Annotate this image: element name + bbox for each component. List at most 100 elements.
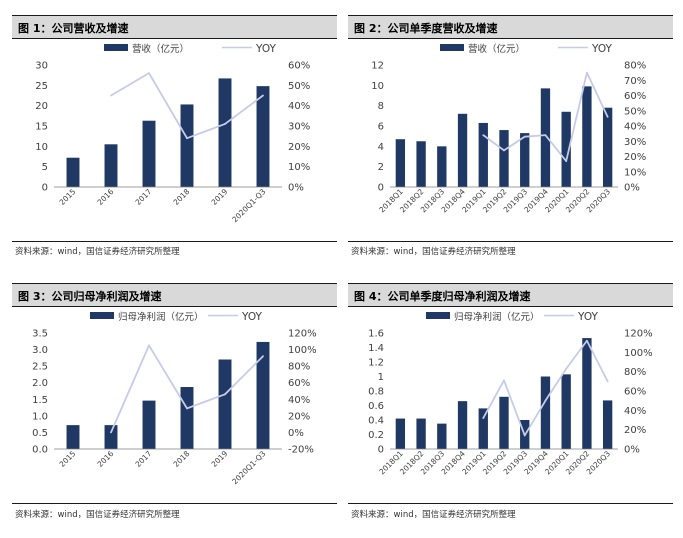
y-right-tick-label: 60% — [288, 61, 310, 72]
y-left-tick-label: 10 — [35, 142, 48, 153]
legend-bar-label: 营收（亿元） — [132, 43, 189, 55]
yoy-point — [586, 71, 588, 74]
legend-bar-label: 归母净利润（亿元） — [118, 311, 204, 323]
x-tick-label: 2017 — [134, 187, 154, 207]
y-right-tick-label: 60% — [624, 387, 646, 398]
y-right-tick-label: 40% — [624, 406, 646, 417]
bar — [582, 86, 592, 187]
y-right-tick-label: 80% — [624, 367, 646, 378]
bar — [180, 104, 194, 187]
y-left-tick-label: 0.5 — [32, 428, 48, 439]
source-note: 资料来源：wind，国信证券经济研究所整理 — [351, 510, 516, 520]
legend-line-label: YOY — [241, 311, 263, 323]
legend-bar-label: 营收（亿元） — [468, 43, 525, 55]
source-divider — [348, 241, 673, 242]
source-divider — [12, 503, 337, 504]
y-right-tick-label: 100% — [624, 348, 653, 359]
bar — [499, 130, 509, 187]
x-tick-label: 2015 — [58, 449, 78, 469]
chart-title-bar: 图 3：公司归母净利润及增速 — [12, 283, 337, 307]
y-right-tick-label: 60% — [624, 91, 646, 102]
y-right-tick-label: 0% — [624, 445, 640, 456]
yoy-point — [586, 339, 588, 342]
y-left-tick-label: 12 — [371, 61, 384, 72]
legend: 营收（亿元） YOY — [440, 43, 613, 55]
y-right-tick-label: 40% — [288, 101, 310, 112]
yoy-point — [544, 134, 547, 137]
y-right-tick-label: 10% — [624, 167, 646, 178]
chart-title-bar: 图 4：公司单季度归母净利润及增速 — [348, 283, 673, 307]
yoy-point — [148, 72, 150, 75]
y-right-tick-label: 70% — [624, 76, 646, 87]
bar — [457, 401, 468, 449]
source-divider — [348, 503, 673, 504]
x-tick-label: 2017 — [134, 449, 154, 469]
legend-line-label: YOY — [591, 43, 613, 55]
y-right-tick-label: 60% — [288, 378, 310, 389]
yoy-point — [110, 431, 112, 434]
bar — [499, 396, 509, 449]
bar — [437, 423, 447, 449]
y-left-tick-label: 1.5 — [32, 395, 48, 406]
y-left-tick-label: 0.0 — [32, 445, 48, 456]
y-right-tick-label: 20% — [288, 411, 310, 422]
bar — [437, 146, 447, 187]
chart-3: 归母净利润（亿元） YOY 0.0 0.5 1.0 1.5 2.0 2.5 3.0 3.5 -20%… — [32, 311, 317, 486]
legend-bar-swatch — [104, 44, 128, 51]
y-right-tick-label: 20% — [624, 425, 646, 436]
y-right-tick-label: 50% — [624, 106, 646, 117]
y-right-tick-label: 120% — [624, 329, 653, 340]
bar — [478, 122, 488, 187]
yoy-point — [565, 160, 568, 162]
bar — [478, 408, 488, 449]
yoy-point — [606, 115, 609, 118]
yoy-point — [186, 407, 188, 410]
y-left-tick-label: 0.2 — [368, 430, 384, 441]
y-left-tick-label: 3.5 — [32, 329, 48, 340]
y-right-tick-label: 80% — [624, 61, 646, 72]
y-right-tick-label: 30% — [288, 122, 310, 133]
bar — [457, 113, 468, 187]
y-left-tick-label: 20 — [35, 101, 48, 112]
chart-title-bar: 图 1：公司营收及增速 — [12, 15, 337, 39]
chart-4: 归母净利润（亿元） YOY 0 0.2 0.4 0.6 0.8 1 1.2 1.4 1.6 0% 20%… — [368, 311, 653, 476]
y-right-tick-label: 0% — [288, 428, 304, 439]
y-left-tick-label: 15 — [35, 122, 48, 133]
legend-line-label: YOY — [577, 311, 599, 323]
bar — [602, 107, 613, 187]
y-left-tick-label: 1.6 — [368, 329, 384, 340]
legend-bar-label: 归母净利润（亿元） — [454, 311, 540, 323]
bar — [395, 418, 406, 449]
bar — [520, 133, 530, 187]
y-left-tick-label: 25 — [35, 81, 48, 92]
chart-title-bar: 图 2：公司单季度营收及增速 — [348, 15, 673, 39]
yoy-point — [523, 434, 526, 437]
yoy-point — [110, 94, 112, 97]
yoy-point — [503, 379, 505, 382]
y-left-tick-label: 0.8 — [368, 387, 384, 398]
y-left-tick-label: 30 — [35, 61, 48, 72]
bar — [66, 425, 80, 449]
yoy-point — [262, 355, 264, 358]
y-left-tick-label: 0.4 — [368, 416, 384, 427]
yoy-point — [224, 393, 226, 396]
y-right-tick-label: 80% — [288, 362, 310, 373]
y-left-tick-label: 3.0 — [32, 345, 48, 356]
bar — [142, 120, 156, 187]
y-left-tick-label: 4 — [378, 142, 384, 153]
y-right-tick-label: 10% — [288, 162, 310, 173]
yoy-point — [186, 137, 188, 140]
source-note: 资料来源：wind，国信证券经济研究所整理 — [15, 510, 180, 520]
y-left-tick-label: 0 — [378, 445, 384, 456]
y-left-tick-label: 1 — [378, 372, 384, 383]
y-right-tick-label: 40% — [288, 395, 310, 406]
x-tick-label: 2016 — [96, 187, 116, 207]
y-left-tick-label: 0.6 — [368, 401, 384, 412]
yoy-point — [482, 134, 485, 137]
bar — [218, 359, 232, 449]
chart-panel-2: 图 2：公司单季度营收及增速 营收（亿元） YOY 0 2 4 6 8 10 12 0% 10% 20… — [348, 15, 673, 270]
bar — [540, 376, 551, 449]
y-left-tick-label: 8 — [378, 101, 384, 112]
chart-panel-3: 图 3：公司归母净利润及增速 归母净利润（亿元） YOY 0.0 0.5 1.0 1.5 2… — [12, 283, 337, 538]
source-note: 资料来源：wind，国信证券经济研究所整理 — [351, 247, 516, 257]
